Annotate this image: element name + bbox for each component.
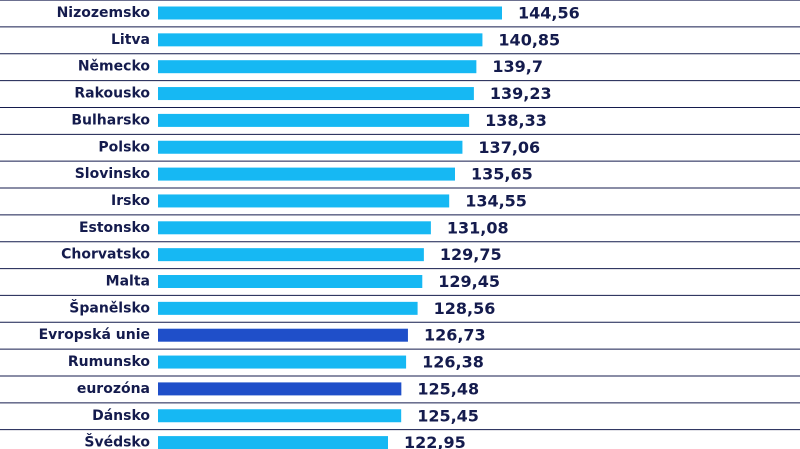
category-label: Nizozemsko bbox=[57, 5, 151, 21]
value-label: 125,45 bbox=[417, 406, 479, 425]
value-label: 139,23 bbox=[490, 84, 552, 103]
bar bbox=[158, 167, 455, 181]
value-label: 126,73 bbox=[424, 326, 486, 345]
value-label: 134,55 bbox=[465, 191, 527, 210]
bar bbox=[158, 328, 408, 342]
category-label: Rakousko bbox=[74, 86, 150, 102]
category-label: Švédsko bbox=[84, 433, 150, 449]
category-label: Slovinsko bbox=[75, 166, 151, 182]
bar bbox=[158, 436, 388, 449]
bar bbox=[158, 355, 407, 369]
value-label: 129,75 bbox=[440, 245, 502, 264]
value-label: 131,08 bbox=[447, 218, 509, 237]
category-label: Rumunsko bbox=[68, 354, 151, 370]
category-label: Německo bbox=[78, 59, 151, 75]
bar bbox=[158, 140, 463, 154]
category-label: Bulharsko bbox=[71, 112, 150, 128]
category-label: Malta bbox=[106, 274, 150, 290]
bar bbox=[158, 382, 402, 396]
value-label: 144,56 bbox=[518, 4, 580, 23]
value-label: 125,48 bbox=[417, 379, 479, 398]
bar bbox=[158, 6, 502, 20]
category-label: eurozóna bbox=[77, 381, 150, 397]
bar bbox=[158, 113, 470, 127]
value-label: 129,45 bbox=[438, 272, 500, 291]
value-label: 140,85 bbox=[498, 30, 560, 49]
category-label: Chorvatsko bbox=[61, 247, 150, 263]
value-label: 139,7 bbox=[492, 57, 543, 76]
bar bbox=[158, 275, 423, 288]
value-label: 126,38 bbox=[422, 353, 484, 372]
value-label: 138,33 bbox=[485, 111, 547, 130]
bar bbox=[158, 60, 477, 74]
value-label: 122,95 bbox=[404, 433, 466, 449]
category-label: Polsko bbox=[98, 139, 150, 155]
category-label: Španělsko bbox=[69, 298, 150, 316]
category-label: Litva bbox=[111, 32, 150, 48]
bar bbox=[158, 409, 402, 423]
bar bbox=[158, 87, 474, 101]
bar bbox=[158, 194, 450, 208]
category-label: Evropská unie bbox=[39, 327, 150, 343]
category-label: Dánsko bbox=[92, 408, 150, 424]
bar bbox=[158, 221, 431, 235]
bar bbox=[158, 33, 483, 47]
category-label: Estonsko bbox=[79, 220, 150, 236]
value-label: 135,65 bbox=[471, 165, 533, 184]
value-label: 128,56 bbox=[434, 299, 496, 318]
bar bbox=[158, 248, 424, 262]
value-label: 137,06 bbox=[478, 138, 540, 157]
category-label: Irsko bbox=[111, 193, 150, 209]
bar bbox=[158, 301, 418, 315]
